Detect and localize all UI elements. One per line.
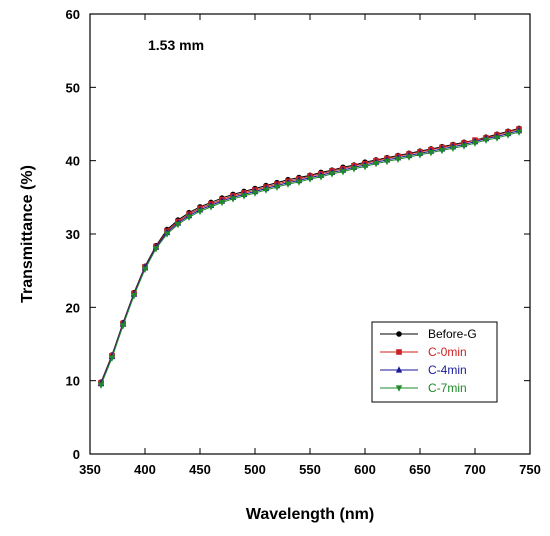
data-point-c-7min bbox=[141, 266, 149, 273]
y-tick-label: 0 bbox=[73, 447, 80, 462]
data-point-c-7min bbox=[460, 143, 468, 150]
legend-box bbox=[371, 321, 498, 403]
data-point-c-7min bbox=[251, 190, 259, 197]
legend-label-before-g: Before-G bbox=[428, 327, 477, 341]
legend-marker-c-4min bbox=[395, 366, 403, 373]
y-tick-label: 50 bbox=[66, 80, 80, 95]
data-point-c-7min bbox=[152, 246, 160, 253]
y-tick-label: 30 bbox=[66, 227, 80, 242]
data-point-c-7min bbox=[515, 129, 523, 136]
x-tick-label: 600 bbox=[354, 462, 376, 477]
data-point-c-7min bbox=[218, 199, 226, 207]
data-point-c-7min bbox=[163, 231, 171, 238]
data-point-c-7min bbox=[130, 293, 138, 300]
x-tick-label: 350 bbox=[79, 462, 101, 477]
data-point-c-7min bbox=[471, 140, 479, 147]
ticks-layer: 350 400 450 500 550 600 650 700 750 0 10 20 30 40 50 60 bbox=[66, 7, 541, 477]
data-point-c-7min bbox=[174, 221, 182, 229]
data-point-c-7min bbox=[262, 187, 270, 194]
legend: Before-G C-0min C-4min C-7min bbox=[371, 321, 498, 403]
data-point-c-7min bbox=[108, 355, 116, 362]
x-tick-label: 500 bbox=[244, 462, 266, 477]
data-point-c-7min bbox=[196, 208, 204, 216]
legend-marker-before-g bbox=[396, 331, 402, 337]
data-point-c-7min bbox=[295, 179, 303, 186]
data-point-c-7min bbox=[504, 132, 512, 139]
x-tick-label: 750 bbox=[519, 462, 541, 477]
data-point-c-7min bbox=[284, 181, 292, 188]
data-point-c-7min bbox=[306, 176, 314, 183]
data-point-c-7min bbox=[361, 163, 369, 171]
data-point-c-7min bbox=[240, 193, 248, 200]
data-point-c-7min bbox=[416, 152, 424, 159]
data-point-c-7min bbox=[449, 145, 457, 152]
data-point-c-7min bbox=[207, 204, 215, 211]
legend-label-c-7min: C-7min bbox=[428, 381, 467, 395]
legend-label-c-4min: C-4min bbox=[428, 363, 467, 377]
data-point-c-7min bbox=[229, 196, 237, 203]
data-point-c-7min bbox=[97, 382, 105, 389]
data-point-c-7min bbox=[119, 323, 127, 330]
legend-marker-c-7min bbox=[395, 385, 403, 392]
data-point-c-7min bbox=[482, 137, 490, 144]
x-tick-label: 450 bbox=[189, 462, 211, 477]
data-point-c-7min bbox=[427, 150, 435, 157]
data-point-c-7min bbox=[350, 166, 358, 173]
data-point-c-7min bbox=[438, 147, 446, 155]
data-point-c-7min bbox=[273, 184, 281, 191]
data-point-c-7min bbox=[317, 174, 325, 181]
x-tick-label: 550 bbox=[299, 462, 321, 477]
x-tick-label: 700 bbox=[464, 462, 486, 477]
data-point-c-7min bbox=[493, 135, 501, 142]
data-point-c-7min bbox=[185, 214, 193, 221]
x-axis-title: Wavelength (nm) bbox=[246, 506, 374, 523]
legend-label-c-0min: C-0min bbox=[428, 345, 467, 359]
y-tick-label: 10 bbox=[66, 374, 80, 389]
data-point-c-7min bbox=[339, 169, 347, 176]
data-point-c-7min bbox=[328, 171, 336, 178]
y-tick-label: 20 bbox=[66, 300, 80, 315]
series-layer bbox=[97, 125, 523, 389]
series-c-7min bbox=[97, 129, 523, 389]
x-tick-label: 400 bbox=[134, 462, 156, 477]
x-tick-label: 650 bbox=[409, 462, 431, 477]
y-tick-label: 60 bbox=[66, 7, 80, 22]
data-point-c-7min bbox=[405, 154, 413, 161]
data-point-c-7min bbox=[372, 161, 380, 168]
y-tick-label: 40 bbox=[66, 154, 80, 169]
annotation-label: 1.53 mm bbox=[148, 37, 204, 53]
data-point-c-7min bbox=[383, 158, 391, 166]
data-point-c-7min bbox=[394, 156, 402, 163]
legend-marker-c-0min bbox=[396, 349, 402, 355]
y-axis-title: Transmittance (%) bbox=[19, 165, 36, 303]
